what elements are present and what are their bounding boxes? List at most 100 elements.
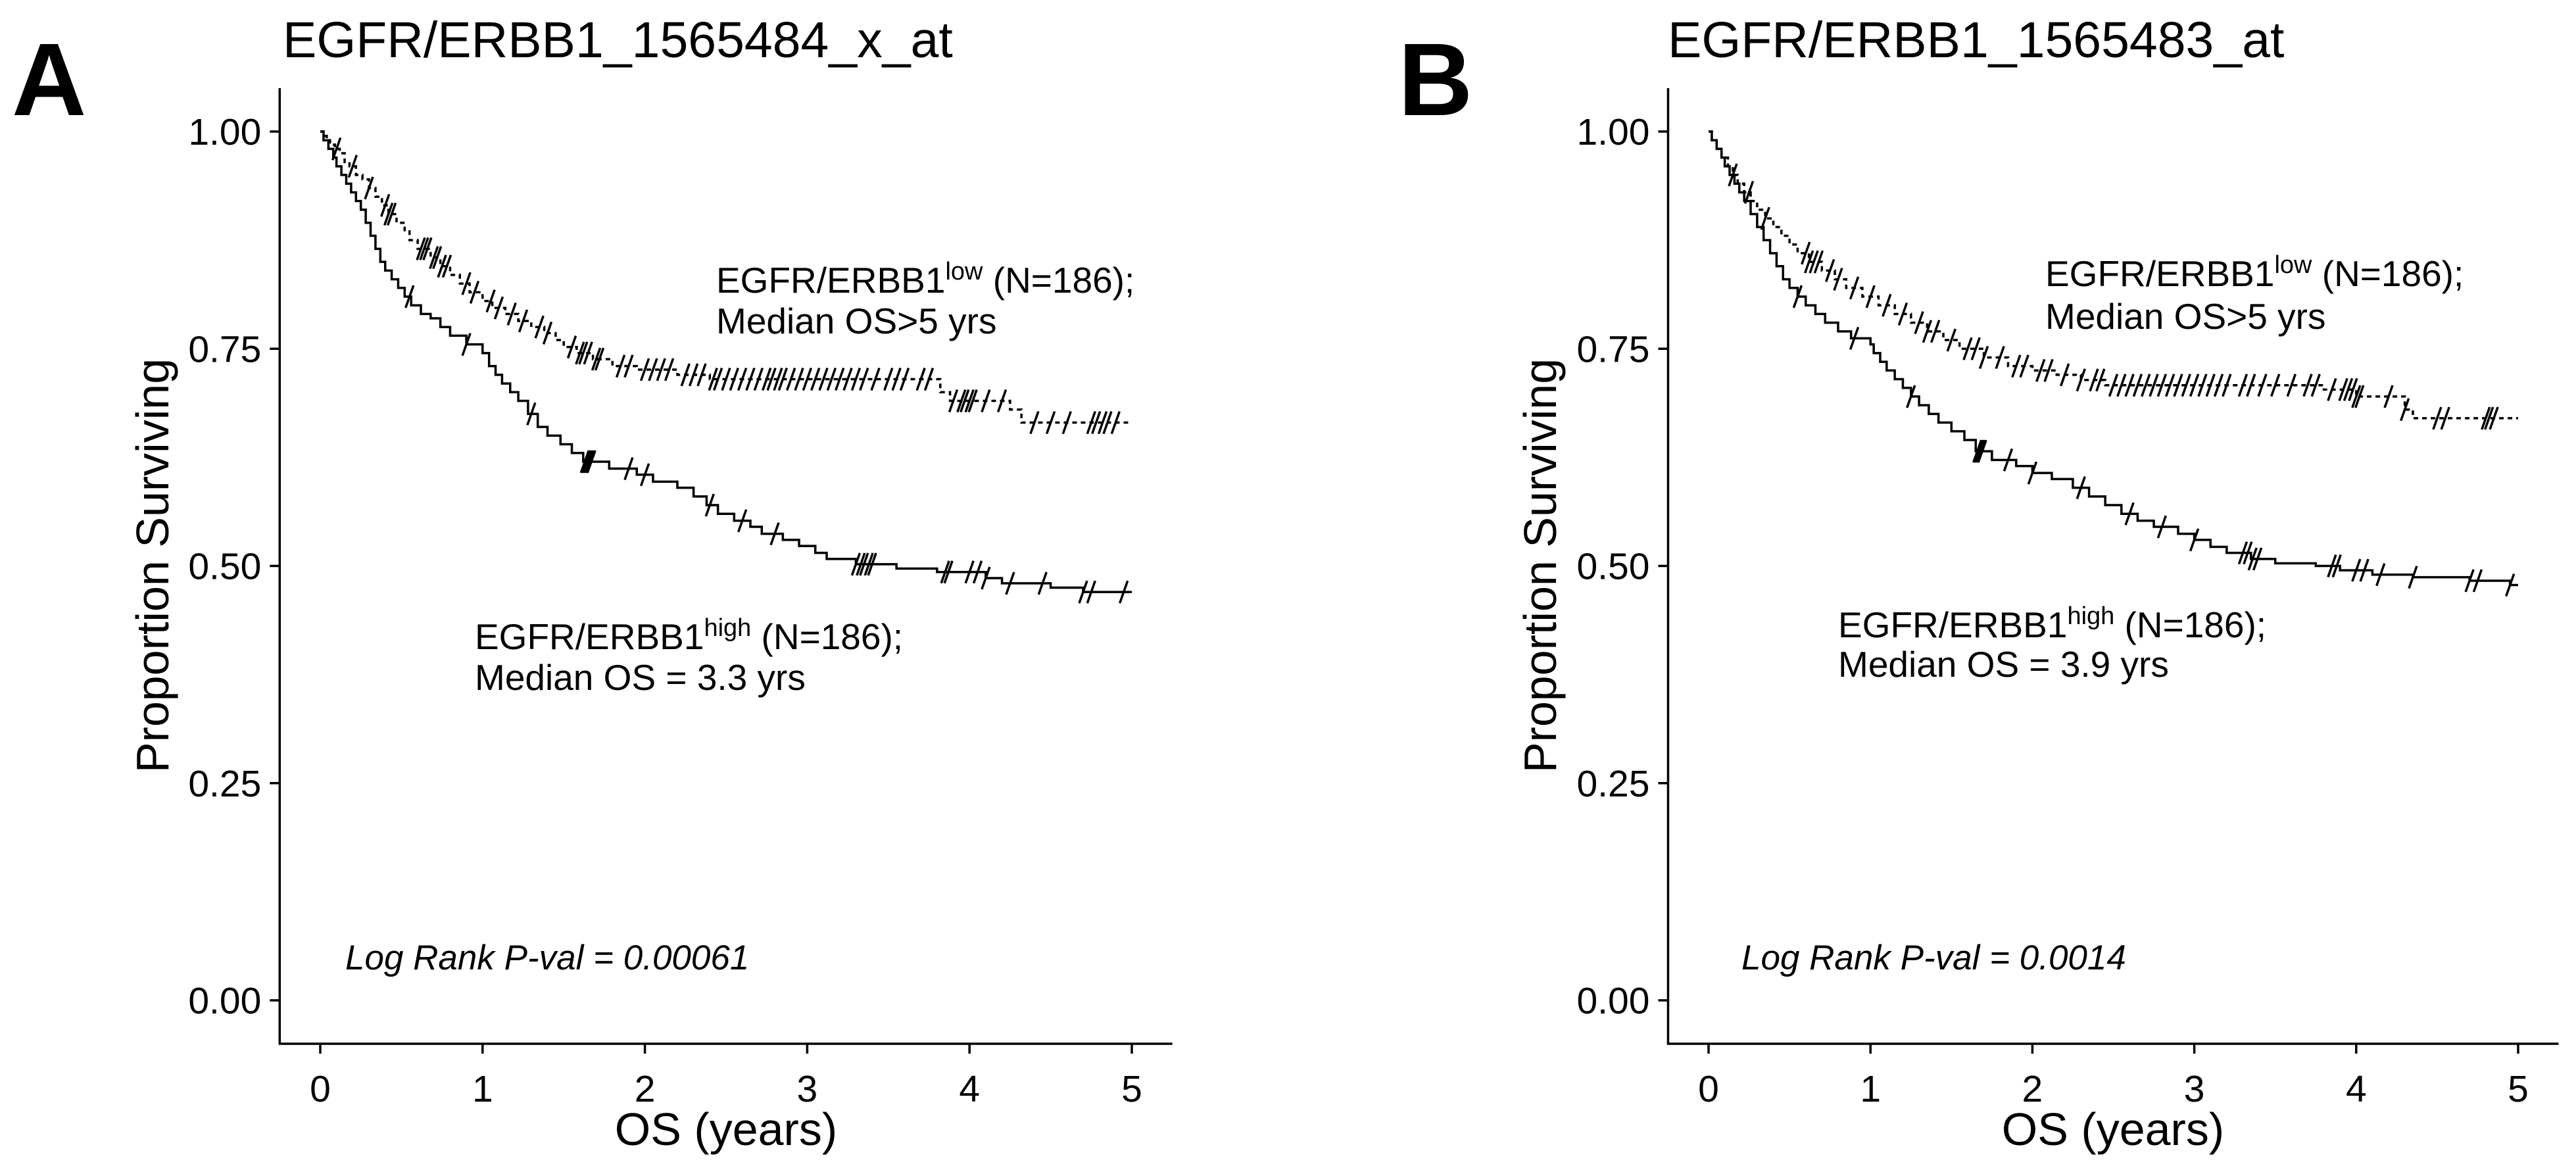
censor-mark-low — [2222, 374, 2232, 397]
censor-mark-low — [2400, 398, 2410, 422]
x-tick-label: 2 — [635, 1068, 656, 1110]
censor-mark-low — [386, 202, 397, 226]
y-axis-title: Proportion Surviving — [127, 358, 178, 773]
low-group-name: EGFR/ERBB1 — [716, 260, 945, 301]
censor-mark-high — [1792, 285, 1803, 308]
y-tick-label: 0.00 — [188, 980, 261, 1022]
censor-mark-low — [766, 367, 777, 391]
censor-mark-low — [1061, 410, 1072, 435]
censor-mark-high — [737, 509, 748, 533]
censor-mark-low — [2149, 374, 2159, 397]
censor-mark-low — [422, 237, 433, 260]
km-curve-low — [320, 130, 1132, 424]
censor-mark-low — [2095, 368, 2106, 392]
censor-mark-low — [2132, 374, 2143, 397]
censor-mark-low — [1813, 250, 1824, 274]
censor-mark-low — [2432, 406, 2442, 430]
censor-mark-low — [956, 389, 967, 413]
censor-mark-high — [859, 552, 869, 576]
censor-mark-low — [2165, 374, 2175, 397]
censor-mark-high — [972, 560, 983, 584]
high-group-label: EGFR/ERBB1high (N=186); — [1838, 602, 2266, 645]
censor-mark-high — [704, 493, 715, 517]
censor-mark-low — [777, 367, 789, 391]
censor-mark-high — [867, 552, 877, 576]
y-tick-label: 0.00 — [1576, 980, 1649, 1022]
log-rank-pvalue: Log Rank P-val = 0.0014 — [1741, 939, 2126, 977]
censor-mark-low — [2011, 354, 2022, 378]
censor-mark-low — [2141, 374, 2151, 397]
censor-mark-low — [2035, 358, 2046, 382]
censor-mark-low — [883, 367, 894, 391]
censor-mark-low — [1930, 320, 1941, 343]
low-group-name: EGFR/ERBB1 — [2045, 253, 2274, 294]
panel-label: A — [12, 22, 86, 137]
censor-mark-high — [639, 463, 650, 487]
high-group-median: Median OS = 3.9 yrs — [1838, 644, 2169, 685]
high-group-name: EGFR/ERBB1 — [475, 616, 704, 657]
censor-mark-high — [1037, 572, 1048, 595]
censor-mark-low — [1110, 410, 1121, 435]
censor-mark-low — [2383, 385, 2394, 408]
censor-mark-low — [575, 341, 585, 365]
x-tick-label: 5 — [1121, 1068, 1142, 1110]
censor-mark-high — [2003, 448, 2014, 472]
low-group-superscript: low — [945, 258, 983, 285]
censor-mark-high — [1975, 439, 1986, 463]
censor-mark-low — [964, 389, 975, 413]
censor-mark-low — [1914, 311, 1924, 335]
censor-mark-low — [786, 367, 796, 391]
censor-mark-low — [1824, 258, 1835, 282]
censor-mark-high — [2237, 541, 2248, 565]
censor-mark-high — [2472, 569, 2483, 593]
y-tick-label: 0.25 — [188, 763, 261, 805]
censor-mark-low — [2481, 406, 2491, 430]
censor-mark-high — [1972, 439, 1983, 463]
censor-mark-low — [835, 367, 845, 391]
censor-mark-low — [762, 367, 772, 391]
censor-mark-low — [2237, 374, 2248, 397]
censor-mark-low — [518, 309, 529, 333]
censor-mark-low — [2310, 374, 2321, 397]
y-axis-title: Proportion Surviving — [1515, 358, 1566, 773]
censor-mark-low — [826, 367, 837, 391]
censor-mark-low — [810, 367, 821, 391]
censor-mark-low — [2440, 406, 2450, 430]
x-tick-label: 3 — [2184, 1068, 2205, 1110]
censor-mark-high — [2124, 502, 2135, 525]
censor-mark-high — [581, 450, 592, 474]
censor-mark-low — [915, 367, 926, 391]
censor-mark-high — [461, 333, 472, 356]
censor-mark-low — [680, 363, 691, 387]
censor-mark-low — [850, 367, 862, 391]
censor-mark-low — [664, 358, 675, 381]
censor-mark-high — [2408, 566, 2418, 589]
censor-mark-low — [2059, 363, 2070, 387]
y-tick-label: 0.75 — [1576, 328, 1649, 370]
censor-mark-low — [2197, 374, 2208, 397]
censor-mark-low — [383, 202, 394, 226]
censor-mark-low — [1970, 337, 1981, 360]
censor-mark-low — [729, 367, 739, 391]
censor-mark-low — [1946, 328, 1956, 352]
censor-mark-low — [566, 335, 577, 359]
censor-mark-high — [2156, 515, 2168, 539]
x-tick-label: 5 — [2508, 1068, 2529, 1110]
low-group-count: (N=186); — [983, 260, 1134, 301]
censor-mark-high — [1119, 580, 1129, 604]
censor-mark-high — [404, 285, 415, 308]
low-group-median: Median OS>5 yrs — [2045, 296, 2325, 337]
censor-mark-low — [648, 358, 658, 381]
high-group-count: (N=186); — [751, 616, 903, 657]
censor-mark-low — [429, 245, 439, 270]
censor-mark-low — [1091, 410, 1102, 435]
censor-mark-high — [526, 402, 537, 426]
censor-mark-low — [2351, 385, 2362, 408]
censor-mark-high — [1974, 439, 1984, 463]
plot-area: 0.00 0.25 0.50 0.75 1.00 0 1 2 3 4 5 — [1576, 87, 2559, 1110]
censor-mark-low — [688, 363, 699, 387]
high-group-superscript: high — [2067, 602, 2114, 630]
censor-mark-high — [2351, 558, 2362, 582]
